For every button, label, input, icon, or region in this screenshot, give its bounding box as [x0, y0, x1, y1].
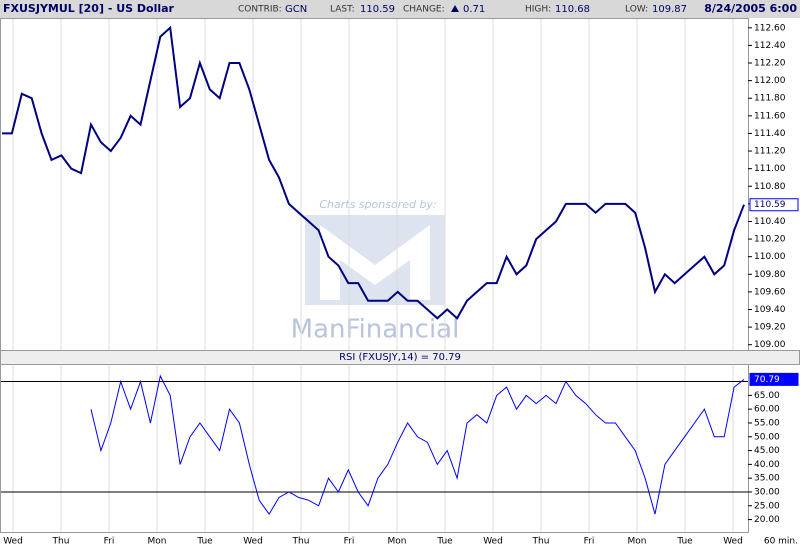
x-tick-label: Thu: [532, 537, 550, 547]
x-axis-label: 60 min.: [764, 537, 798, 547]
header-title: FXUSJYMUL [20] - US Dollar: [3, 2, 175, 15]
y-tick-label: 110.80: [754, 182, 786, 192]
x-tick-label: Wed: [3, 537, 23, 547]
rsi-title: RSI (FXUSJY,14) = 70.79: [339, 352, 461, 363]
y-tick-label: 35.00: [754, 474, 780, 484]
x-tick-label: Tue: [676, 537, 693, 547]
x-tick-label: Fri: [104, 537, 115, 547]
x-tick-label: Mon: [628, 537, 647, 547]
watermark-m: [320, 225, 430, 300]
header-value: GCN: [285, 4, 307, 15]
x-tick-label: Thu: [292, 537, 310, 547]
y-tick-label: 109.60: [754, 287, 786, 297]
value-tag-label: 70.79: [754, 375, 780, 385]
y-tick-label: 55.00: [754, 418, 780, 428]
header-label: LAST:: [330, 5, 355, 15]
y-tick-label: 111.40: [754, 129, 786, 139]
header-value: 0.71: [463, 4, 485, 15]
value-tag-label: 110.59: [754, 200, 786, 210]
x-tick-label: Fri: [344, 537, 355, 547]
y-tick-label: 45.00: [754, 446, 780, 456]
y-tick-label: 109.80: [754, 270, 786, 280]
y-tick-label: 25.00: [754, 501, 780, 511]
header-bar: [0, 0, 800, 18]
x-tick-label: Wed: [723, 537, 743, 547]
y-tick-label: 112.20: [754, 59, 786, 69]
x-tick-label: Tue: [436, 537, 453, 547]
x-tick-label: Wed: [483, 537, 503, 547]
x-tick-label: Mon: [388, 537, 407, 547]
y-tick-label: 111.80: [754, 94, 786, 104]
x-tick-label: Wed: [243, 537, 263, 547]
series-line: [90, 374, 745, 516]
header-label: CHANGE:: [403, 5, 445, 15]
y-tick-label: 111.20: [754, 147, 786, 157]
header-date: 8/24/2005 6:00: [704, 2, 797, 15]
y-tick-label: 112.60: [754, 23, 786, 33]
y-tick-label: 109.40: [754, 305, 786, 315]
y-tick-label: 60.00: [754, 405, 780, 415]
value-tag: [749, 372, 799, 386]
y-tick-label: 109.00: [754, 340, 786, 350]
x-tick-label: Thu: [52, 537, 70, 547]
y-tick-label: 65.00: [754, 391, 780, 401]
y-tick-label: 30.00: [754, 487, 780, 497]
header-label: HIGH:: [525, 5, 551, 15]
value-tag: [749, 198, 799, 212]
y-tick-label: 111.00: [754, 164, 786, 174]
y-tick-label: 112.40: [754, 41, 786, 51]
header-value: 110.59: [360, 4, 395, 15]
y-tick-label: 110.00: [754, 252, 786, 262]
y-tick-label: 111.60: [754, 111, 786, 121]
y-tick-label: 109.20: [754, 323, 786, 333]
watermark: [305, 215, 445, 305]
y-tick-label: 50.00: [754, 432, 780, 442]
header-value: 110.68: [555, 4, 590, 15]
series-line: [2, 25, 745, 320]
x-tick-label: Fri: [584, 537, 595, 547]
y-tick-label: 20.00: [754, 515, 780, 525]
y-tick-label: 110.20: [754, 235, 786, 245]
header-value: 109.87: [652, 4, 687, 15]
watermark-text: ManFinancial: [291, 315, 460, 345]
rsi-frame: [0, 364, 749, 533]
header-label: LOW:: [625, 5, 648, 15]
x-tick-label: Tue: [196, 537, 213, 547]
watermark-logo: [305, 215, 445, 305]
y-tick-label: 40.00: [754, 460, 780, 470]
y-tick-label: 112.00: [754, 76, 786, 86]
x-tick-label: Mon: [148, 537, 167, 547]
header-label: CONTRIB:: [238, 5, 282, 15]
up-arrow: [451, 5, 459, 12]
y-tick-label: 110.40: [754, 217, 786, 227]
watermark-text: Charts sponsored by:: [319, 198, 436, 211]
